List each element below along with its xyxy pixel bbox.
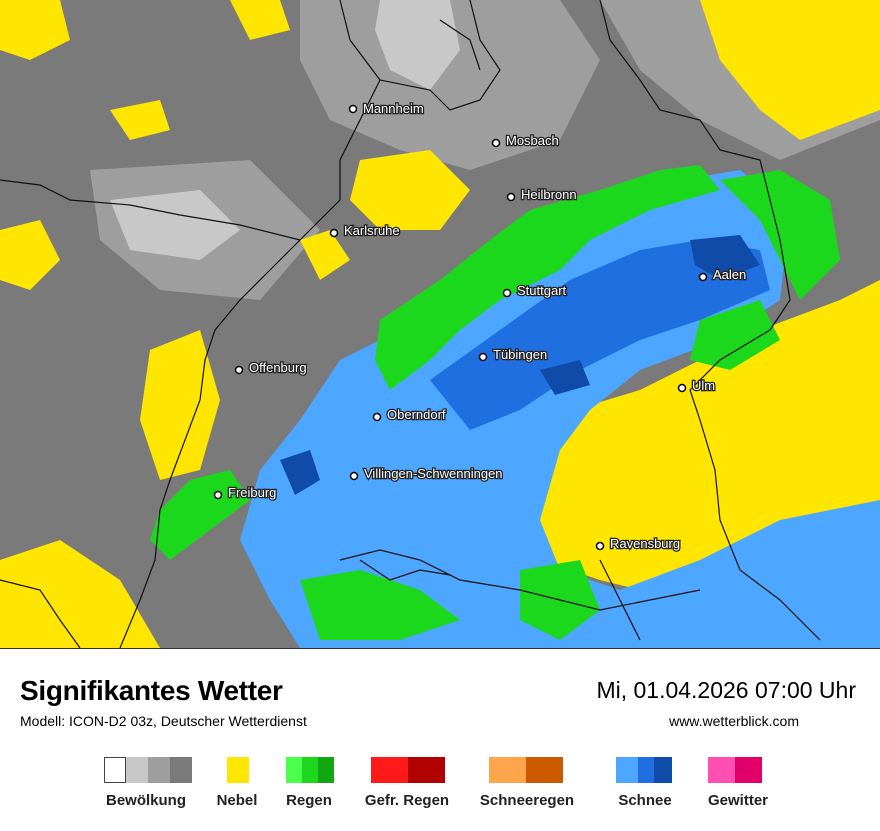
legend-gewitter xyxy=(708,757,762,783)
city-aalen: Aalen xyxy=(698,266,748,283)
legend-label-nebel: Nebel xyxy=(216,792,258,809)
legend-swatch xyxy=(638,757,654,783)
region-borders xyxy=(0,0,821,649)
city-label: Karlsruhe xyxy=(344,223,400,238)
legend-schneeregen xyxy=(489,757,563,783)
city-label: Heilbronn xyxy=(521,187,577,202)
legend-swatch xyxy=(126,757,148,783)
city-mosbach: Mosbach xyxy=(491,132,560,149)
city-label: Offenburg xyxy=(249,360,307,375)
snow-mid-band xyxy=(430,240,770,430)
legend-swatch xyxy=(616,757,638,783)
page-title: Signifikantes Wetter xyxy=(20,675,283,706)
legend-swatch xyxy=(654,757,672,783)
city-label: Villingen-Schwenningen xyxy=(364,466,503,481)
legend-swatch xyxy=(408,757,445,783)
legend-swatch xyxy=(318,757,334,783)
legend-swatch xyxy=(371,757,408,783)
city-karlsruhe: Karlsruhe xyxy=(329,222,401,239)
snow-dark-patch xyxy=(690,235,760,280)
legend-label-bewoelkung: Bewölkung xyxy=(105,792,187,809)
city-label: Mannheim xyxy=(363,101,424,116)
snow-dark-patch-central xyxy=(540,360,590,395)
city-ulm: Ulm xyxy=(677,377,716,394)
legend-gefr-regen xyxy=(371,757,445,783)
city-label: Tübingen xyxy=(493,347,547,362)
city-stuttgart: Stuttgart xyxy=(502,282,568,299)
footer-panel: Signifikantes Wetter Modell: ICON-D2 03z… xyxy=(0,648,880,831)
city-label: Stuttgart xyxy=(517,283,567,298)
cloud-mid-region xyxy=(300,0,600,170)
legend-swatch xyxy=(526,757,563,783)
city-markers: Mannheim Mosbach Heilbronn Karlsruhe Aal… xyxy=(213,100,748,552)
forecast-datetime: Mi, 01.04.2026 07:00 Uhr xyxy=(596,677,856,703)
legend-schnee xyxy=(616,757,672,783)
legend-swatch xyxy=(735,757,762,783)
city-label: Ulm xyxy=(692,378,715,393)
city-freiburg: Freiburg xyxy=(213,484,278,501)
city-tuebingen: Tübingen xyxy=(478,346,549,363)
legend-swatch xyxy=(302,757,318,783)
city-label: Oberndorf xyxy=(387,407,446,422)
legend-label-gewitter: Gewitter xyxy=(707,792,769,809)
weather-map-svg: Mannheim Mosbach Heilbronn Karlsruhe Aal… xyxy=(0,0,880,649)
legend-regen xyxy=(286,757,334,783)
snow-dark-patch-south xyxy=(280,450,320,495)
website-link[interactable]: www.wetterblick.com xyxy=(669,713,799,729)
legend-swatch xyxy=(227,757,249,783)
legend-swatch xyxy=(708,757,735,783)
city-villingen-schwenningen: Villingen-Schwenningen xyxy=(349,465,504,482)
legend-label-gefr-regen: Gefr. Regen xyxy=(364,792,450,809)
weather-map: Mannheim Mosbach Heilbronn Karlsruhe Aal… xyxy=(0,0,880,649)
city-oberndorf: Oberndorf xyxy=(372,406,447,423)
cloud-light-region xyxy=(375,0,460,90)
city-label: Freiburg xyxy=(228,485,276,500)
legend-nebel xyxy=(227,757,249,783)
legend-label-schnee: Schnee xyxy=(618,792,672,809)
legend-swatch xyxy=(286,757,302,783)
legend-bewoelkung xyxy=(104,757,192,783)
city-label: Ravensburg xyxy=(610,536,680,551)
rain-areas xyxy=(150,165,840,640)
legend-swatch xyxy=(170,757,192,783)
legend-label-regen: Regen xyxy=(286,792,332,809)
city-heilbronn: Heilbronn xyxy=(506,186,578,203)
city-label: Aalen xyxy=(713,267,746,282)
legend-swatch xyxy=(489,757,526,783)
city-offenburg: Offenburg xyxy=(234,359,308,376)
city-ravensburg: Ravensburg xyxy=(595,535,681,552)
city-mannheim: Mannheim xyxy=(348,100,425,117)
legend-label-schneeregen: Schneeregen xyxy=(479,792,575,809)
legend-swatch xyxy=(148,757,170,783)
city-label: Mosbach xyxy=(506,133,559,148)
model-subtitle: Modell: ICON-D2 03z, Deutscher Wetterdie… xyxy=(20,713,307,729)
legend-swatch xyxy=(104,757,126,783)
